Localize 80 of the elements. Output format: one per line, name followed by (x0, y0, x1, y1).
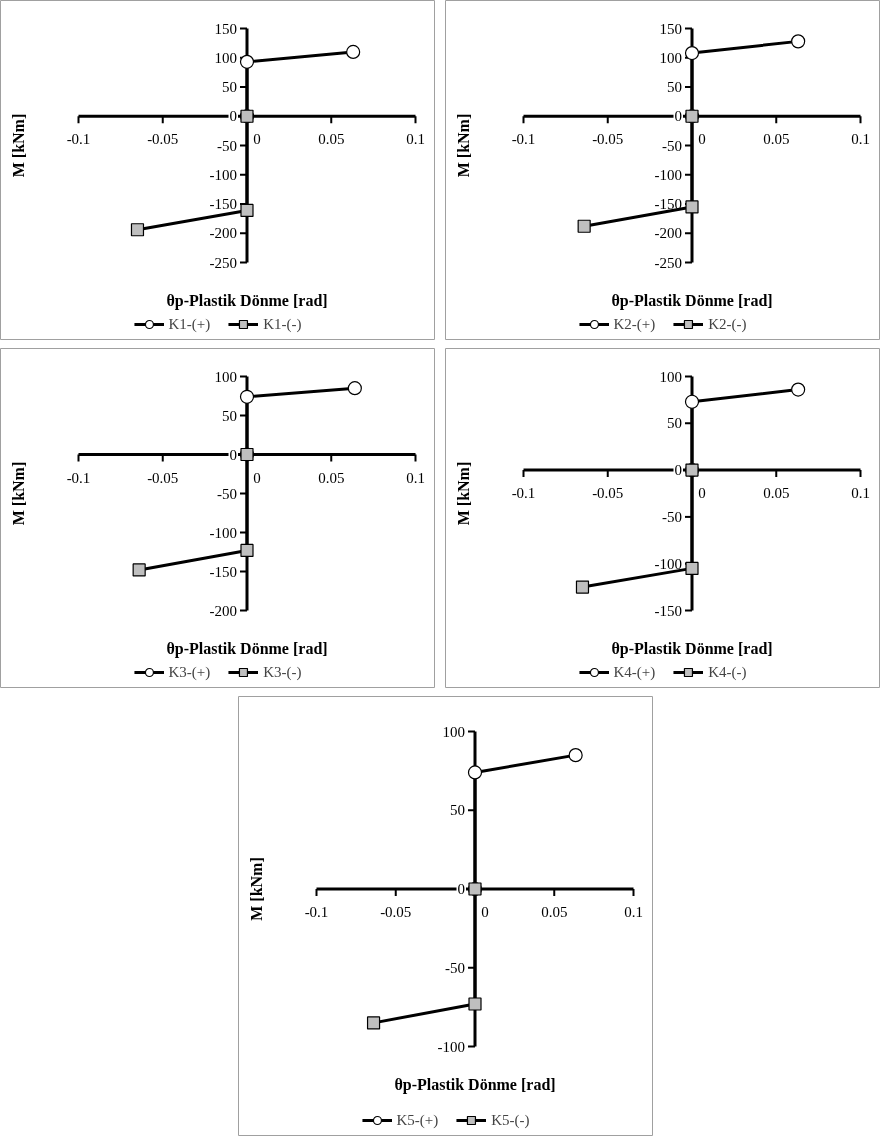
x-tick-label: 0.1 (624, 904, 643, 920)
x-tick-label: -0.1 (66, 469, 91, 486)
x-tick-label: -0.1 (304, 904, 329, 920)
y-tick-label: -150 (209, 563, 237, 580)
y-tick-label: 0 (457, 881, 465, 897)
x-axis-title: θp-Plastik Dönme [rad] (166, 292, 328, 310)
x-tick-label: 0.1 (406, 469, 425, 486)
y-tick-label: -50 (662, 137, 682, 154)
legend-label: K2-(+) (613, 315, 656, 333)
x-tick-label: -0.1 (511, 485, 536, 502)
legend-label: K5-(+) (396, 1111, 439, 1129)
x-axis-title: θp-Plastik Dönme [rad] (166, 640, 328, 658)
y-tick-label: 50 (222, 407, 237, 424)
y-tick-label: -100 (437, 1038, 465, 1055)
x-tick-label: -0.05 (592, 131, 624, 148)
y-tick-label: 100 (659, 49, 682, 66)
y-tick-label: 100 (659, 368, 682, 385)
y-tick-label: -50 (217, 137, 237, 154)
legend-label: K4-(+) (613, 663, 656, 681)
y-tick-label: 100 (442, 723, 465, 740)
legend-label: K5-(-) (491, 1111, 530, 1129)
x-tick-label: -0.05 (147, 469, 179, 486)
x-tick-label: -0.05 (380, 904, 412, 920)
legend-label: K3-(-) (263, 663, 302, 681)
y-tick-label: -100 (654, 555, 682, 572)
y-tick-label: 150 (659, 20, 682, 37)
y-tick-label: -50 (445, 959, 465, 976)
y-tick-label: -200 (654, 225, 682, 242)
y-tick-label: 0 (229, 108, 237, 125)
x-tick-label: 0.05 (541, 904, 568, 920)
x-tick-label: 0.05 (763, 131, 790, 148)
x-axis-title: θp-Plastik Dönme [rad] (611, 640, 773, 658)
y-tick-label: -100 (654, 166, 682, 183)
y-tick-label: -250 (209, 254, 237, 271)
y-axis-title: M [kNm] (10, 113, 27, 178)
y-axis-title: M [kNm] (248, 857, 265, 921)
x-tick-label: 0 (481, 904, 489, 920)
y-tick-label: 100 (214, 49, 237, 66)
legend-label: K3-(+) (168, 663, 211, 681)
x-tick-label: 0.05 (318, 131, 345, 148)
y-tick-label: -100 (209, 524, 237, 541)
y-tick-label: -250 (654, 254, 682, 271)
x-axis-title: θp-Plastik Dönme [rad] (611, 292, 773, 310)
y-tick-label: -100 (209, 166, 237, 183)
y-tick-label: 0 (674, 108, 682, 125)
x-tick-label: -0.1 (511, 131, 536, 148)
y-tick-label: 100 (214, 368, 237, 385)
x-tick-label: 0.1 (851, 131, 870, 148)
y-tick-label: -150 (654, 602, 682, 619)
y-axis-title: M [kNm] (10, 461, 27, 526)
y-axis-title: M [kNm] (455, 461, 472, 526)
y-tick-label: 50 (222, 79, 237, 95)
x-axis-title: θp-Plastik Dönme [rad] (394, 1076, 556, 1094)
y-tick-label: -50 (662, 508, 682, 525)
y-tick-label: -50 (217, 485, 237, 502)
x-tick-label: 0 (253, 469, 261, 486)
y-tick-label: -150 (209, 196, 237, 212)
legend-label: K2-(-) (708, 315, 747, 333)
x-tick-label: -0.05 (147, 131, 179, 148)
x-tick-label: 0 (698, 131, 706, 148)
x-tick-label: 0.1 (851, 485, 870, 502)
y-tick-label: 50 (667, 79, 682, 95)
y-tick-label: 50 (667, 415, 682, 432)
legend-label: K4-(-) (708, 663, 747, 681)
x-tick-label: 0.05 (318, 469, 345, 486)
x-tick-label: 0 (253, 131, 261, 148)
x-tick-label: -0.1 (66, 131, 91, 148)
x-tick-label: -0.05 (592, 485, 624, 502)
x-tick-label: 0 (698, 485, 706, 502)
y-tick-label: 150 (214, 20, 237, 37)
legend-label: K1-(-) (263, 315, 302, 333)
y-tick-label: -200 (209, 602, 237, 619)
x-tick-label: 0.1 (406, 131, 425, 148)
x-tick-label: 0.05 (763, 485, 790, 502)
y-tick-label: -150 (654, 196, 682, 212)
y-tick-label: -200 (209, 225, 237, 242)
legend-label: K1-(+) (168, 315, 211, 333)
y-tick-label: 0 (229, 446, 237, 463)
y-tick-label: 50 (450, 802, 465, 819)
y-axis-title: M [kNm] (455, 113, 472, 178)
